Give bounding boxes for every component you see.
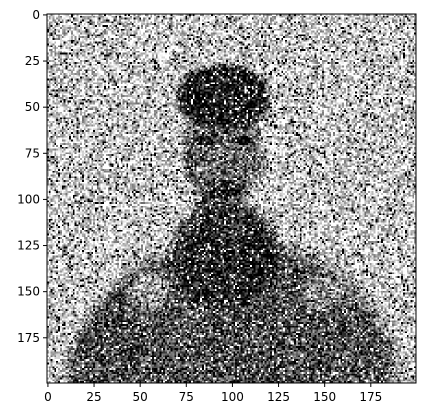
heatmap-image	[47, 14, 416, 383]
y-tick-label: 50	[25, 100, 40, 114]
y-tick-label: 100	[17, 192, 40, 206]
x-tick-label: 100	[221, 390, 244, 404]
x-tick-label: 25	[86, 390, 101, 404]
x-tick-label: 75	[179, 390, 194, 404]
x-tick-label: 150	[313, 390, 336, 404]
y-tick-label: 150	[17, 285, 40, 299]
y-tick-label: 0	[32, 8, 40, 22]
x-tick-label: 125	[267, 390, 290, 404]
plot-frame	[46, 13, 417, 384]
x-tick-label: 50	[133, 390, 148, 404]
y-tick-label: 25	[25, 54, 40, 68]
x-tick-label: 175	[359, 390, 382, 404]
y-tick-label: 75	[25, 146, 40, 160]
x-tick-label: 0	[44, 390, 52, 404]
y-tick-label: 175	[17, 331, 40, 345]
y-tick-label: 125	[17, 239, 40, 253]
